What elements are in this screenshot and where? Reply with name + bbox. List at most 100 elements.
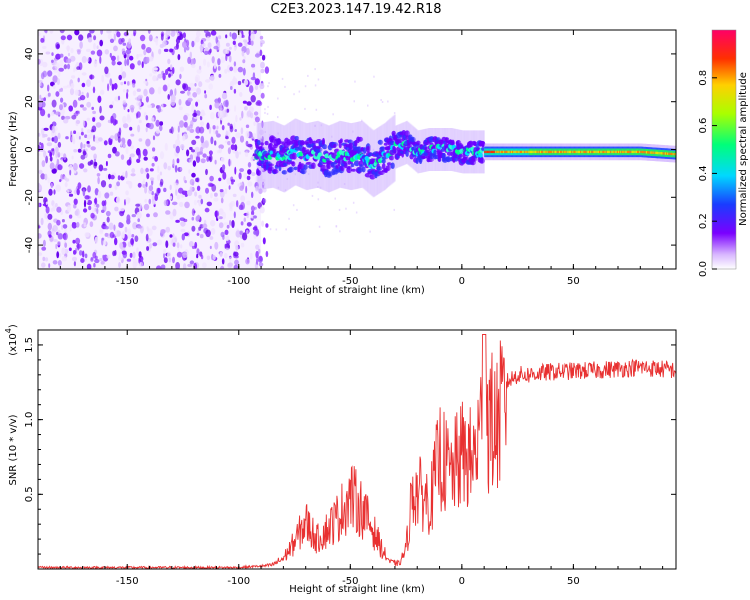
spectrogram-noise-pixel — [38, 252, 43, 256]
spectrogram-noise-pixel — [161, 103, 164, 109]
spectrogram-noise-pixel — [65, 136, 69, 140]
spectrogram-noise-pixel — [174, 88, 177, 96]
spectrogram-noise-pixel — [218, 35, 222, 40]
spectrogram-noise-pixel — [200, 254, 204, 260]
spectrogram-noise-pixel — [103, 240, 107, 246]
spectrogram-noise-pixel — [129, 55, 134, 61]
spectrogram-noise-pixel — [118, 262, 121, 268]
spectrogram-noise-pixel — [64, 242, 68, 248]
spectrogram-noise-pixel — [120, 81, 124, 86]
spectrogram-noise-pixel — [253, 233, 257, 239]
spectrogram-noise-pixel — [249, 252, 253, 260]
spectrogram-noise-pixel — [228, 46, 232, 50]
spectrogram-noise-pixel — [210, 192, 213, 199]
spectrogram-noise-pixel — [211, 56, 215, 64]
spectrogram-noise-pixel — [130, 238, 135, 245]
spectrogram-noise-pixel — [42, 101, 46, 108]
spectrogram-noise-pixel — [176, 251, 183, 258]
spectrogram-noise-pixel — [113, 83, 118, 90]
spectrogram-noise-pixel — [81, 56, 87, 63]
spectrogram-noise-pixel — [242, 100, 247, 104]
spectrogram-noise-pixel — [109, 38, 115, 43]
spectrogram-noise-pixel — [137, 60, 142, 66]
spectrogram-noise-pixel — [186, 46, 190, 51]
spectrogram-noise-pixel — [159, 151, 165, 160]
spectrogram-noise-pixel — [198, 81, 203, 88]
spectrogram-noise-pixel — [167, 94, 170, 100]
spectrogram-noise-pixel — [192, 112, 198, 117]
spectrogram-noise-pixel — [109, 104, 113, 109]
spectrogram-noise-pixel — [42, 61, 48, 68]
spectrogram-noise-pixel — [195, 177, 199, 183]
spectrogram-noise-pixel — [244, 40, 248, 47]
spectrogram-noise-pixel — [47, 213, 53, 220]
spectrogram-noise-pixel — [250, 40, 254, 46]
spectrogram-noise-pixel — [231, 220, 235, 228]
spectrogram-noise-pixel — [56, 206, 62, 213]
spectrogram-noise-pixel — [55, 111, 61, 116]
spectrogram-noise-pixel — [90, 212, 95, 219]
spectrogram-noise-pixel — [196, 185, 201, 191]
spectrogram-noise-pixel — [146, 213, 150, 218]
spectrogram-noise-pixel — [186, 126, 190, 131]
spectrogram-noise-pixel — [227, 129, 231, 138]
spectrogram-noise-pixel — [159, 44, 164, 48]
spectrogram-noise-pixel — [41, 246, 47, 251]
spectrogram-noise-pixel — [232, 193, 237, 198]
spectrogram-noise-pixel — [143, 156, 148, 161]
spectrogram-noise-pixel — [87, 185, 91, 193]
spectrogram-noise-pixel — [148, 122, 154, 130]
spectrogram-noise-pixel — [45, 51, 51, 55]
spectrogram-noise-pixel — [99, 115, 105, 121]
spectrogram-noise-pixel — [165, 69, 169, 76]
spectrogram-noise-pixel — [227, 262, 233, 268]
spectrogram-noise-pixel — [139, 261, 144, 267]
spectrogram-noise-pixel — [149, 168, 154, 172]
spectrogram-noise-pixel — [239, 92, 243, 97]
spectrogram-noise-pixel — [106, 254, 111, 259]
spectrogram-noise-pixel — [187, 56, 192, 64]
spectrogram-noise-pixel — [67, 204, 71, 213]
spectrogram-noise-pixel — [243, 56, 246, 61]
spectrogram-noise-pixel — [147, 228, 153, 236]
spectrogram-noise-pixel — [235, 114, 238, 123]
spectrogram-noise-pixel — [86, 92, 89, 99]
spectrogram-noise-pixel — [121, 71, 127, 79]
spectrogram-noise-pixel — [83, 168, 88, 173]
spectrogram-noise-pixel — [176, 36, 181, 40]
spectrogram-noise-pixel — [81, 72, 87, 76]
spectrogram-noise-pixel — [82, 150, 87, 156]
spectrogram-noise-pixel — [194, 39, 197, 46]
spectrogram-noise-pixel — [196, 87, 202, 95]
spectrogram-noise-pixel — [138, 138, 143, 142]
spectrogram-noise-pixel — [41, 160, 46, 168]
snr-x-tick-label: 50 — [567, 576, 580, 587]
spectrogram-noise-pixel — [240, 201, 246, 210]
spectrogram-noise-pixel — [103, 140, 108, 146]
spectrogram-noise-pixel — [59, 59, 64, 67]
spectrogram-noise-pixel — [160, 33, 164, 41]
spectrogram-noise-pixel — [255, 185, 259, 192]
spectrogram-noise-pixel — [144, 198, 148, 203]
spectrogram-noise-pixel — [90, 129, 95, 133]
spectrogram-noise-pixel — [130, 173, 136, 177]
spectrogram-noise-pixel — [43, 97, 46, 102]
spectrogram-noise-pixel — [148, 34, 153, 42]
spectrogram-noise-pixel — [191, 216, 195, 221]
spectrogram-noise-pixel — [145, 47, 152, 54]
spectrogram-noise-pixel — [230, 86, 233, 90]
spectrogram-noise-pixel — [159, 171, 163, 176]
spectrogram-noise-pixel — [246, 101, 252, 106]
spectrogram-noise-pixel — [93, 60, 98, 68]
spectrogram-noise-pixel — [83, 222, 87, 228]
spectrogram-noise-pixel — [253, 121, 256, 126]
spectrogram-noise-pixel — [135, 203, 141, 207]
spectrogram-noise-pixel — [150, 177, 155, 181]
snr-series-line — [38, 334, 676, 569]
spectrogram-noise-pixel — [258, 188, 263, 194]
spectrogram-noise-pixel — [93, 161, 97, 169]
spectrogram-noise-pixel — [218, 73, 222, 78]
spectrogram-noise-pixel — [52, 239, 58, 242]
